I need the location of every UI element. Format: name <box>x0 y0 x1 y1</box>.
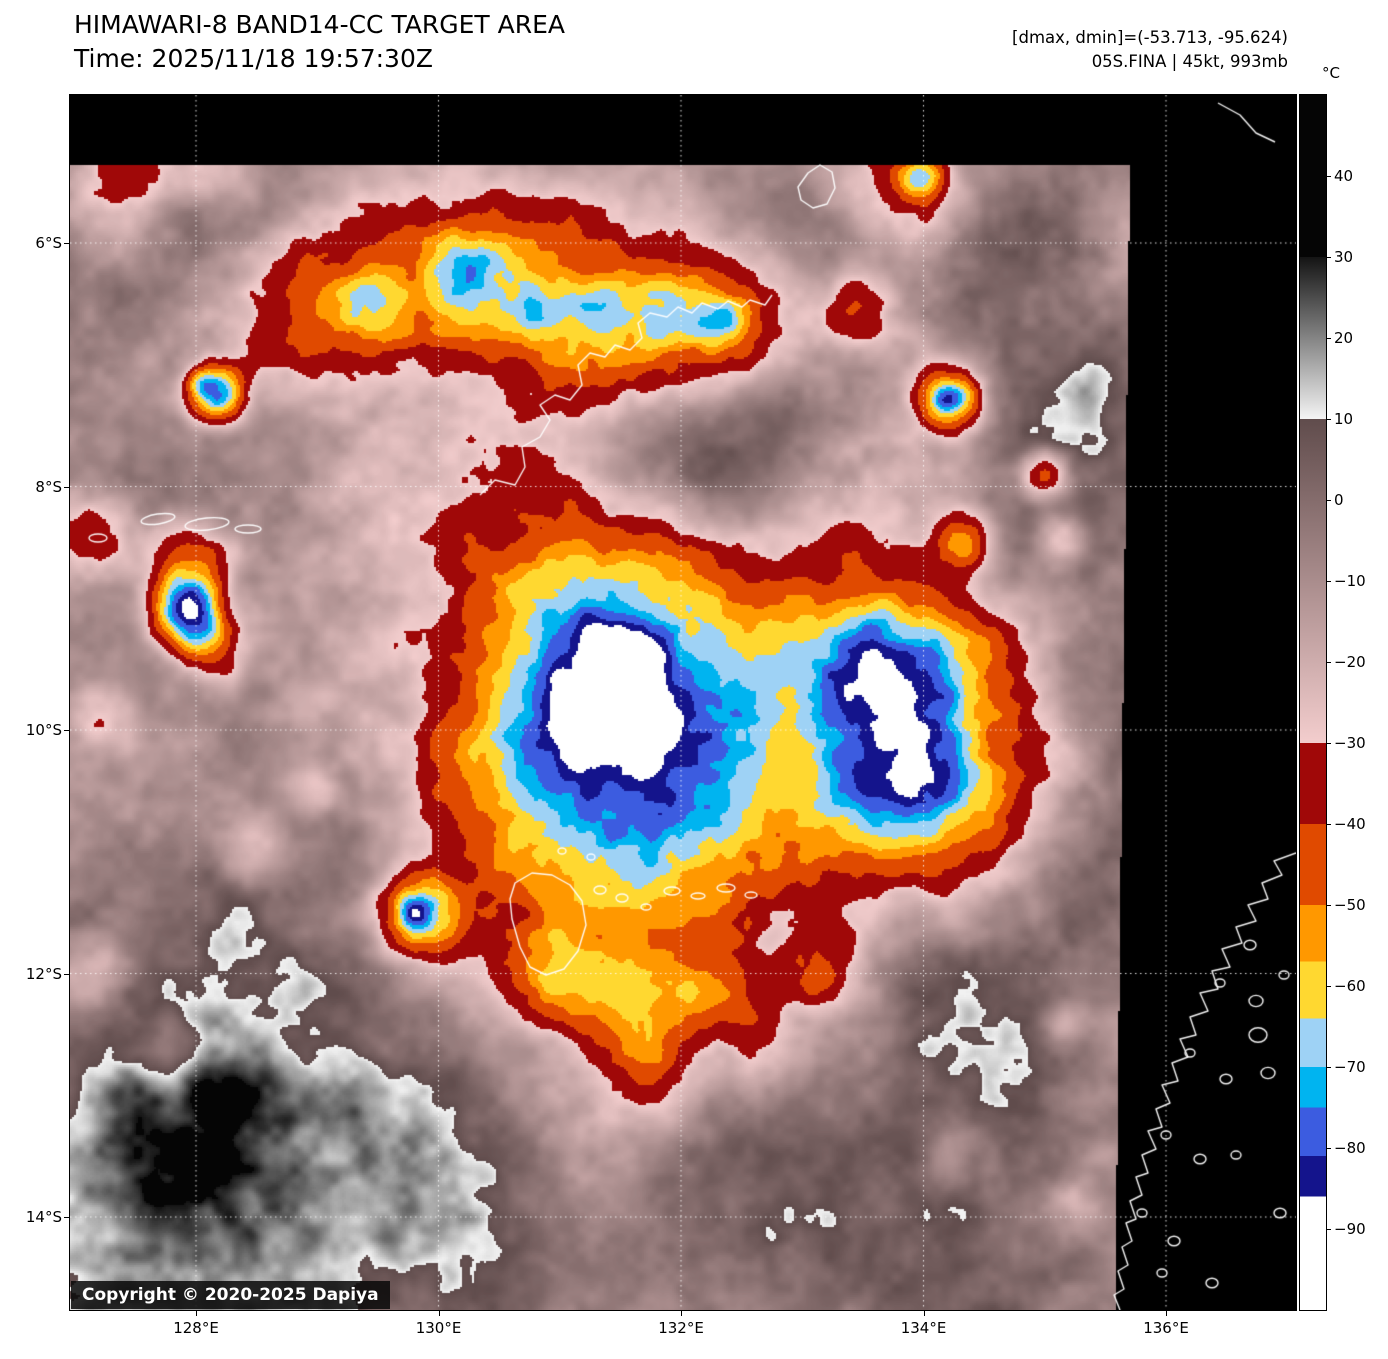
lon-tick-label: 132°E <box>658 1319 704 1337</box>
lon-tick-label: 134°E <box>900 1319 947 1337</box>
lat-tick-label: 8°S <box>35 477 62 496</box>
colorbar-tick-label: −50 <box>1334 896 1366 914</box>
colorbar-tick-label: −30 <box>1334 734 1366 752</box>
colorbar-tick-mark <box>1327 338 1331 339</box>
storm-info: 05S.FINA | 45kt, 993mb <box>1091 51 1288 71</box>
lat-tick-label: 12°S <box>25 964 62 983</box>
colorbar-tick-label: −10 <box>1334 572 1366 590</box>
lon-tick-mark <box>196 1311 197 1316</box>
lon-tick-label: 128°E <box>173 1319 219 1337</box>
lat-tick-mark <box>64 730 69 731</box>
colorbar-tick-mark <box>1327 743 1331 744</box>
colorbar-tick-mark <box>1327 986 1331 987</box>
info-block: [dmax, dmin]=(-53.713, -95.624) 05S.FINA… <box>1012 26 1288 74</box>
colorbar-tick-label: −80 <box>1334 1139 1366 1157</box>
lat-tick-label: 6°S <box>35 234 62 252</box>
colorbar-tick-label: −20 <box>1334 653 1366 671</box>
colorbar-tick-mark <box>1327 1148 1331 1149</box>
lon-tick-mark <box>681 1311 682 1316</box>
colorbar-gradient <box>1300 95 1326 1310</box>
colorbar-tick-mark <box>1327 1067 1331 1068</box>
lat-tick-mark <box>64 973 69 975</box>
colorbar-tick-label: −60 <box>1334 977 1366 995</box>
lon-tick-label: 136°E <box>1143 1319 1189 1337</box>
lat-tick-label: 14°S <box>25 1208 62 1226</box>
colorbar-tick-mark <box>1327 1229 1331 1230</box>
figure-title: HIMAWARI-8 BAND14-CC TARGET AREA <box>74 10 566 39</box>
lat-tick-mark <box>64 243 69 244</box>
copyright-badge: Copyright © 2020-2025 Dapiya <box>71 1281 390 1309</box>
colorbar-tick-mark <box>1327 824 1331 825</box>
colorbar-tick-label: 40 <box>1334 167 1354 185</box>
lat-tick-label: 10°S <box>25 721 62 739</box>
colorbar <box>1299 94 1327 1311</box>
colorbar-tick-label: −70 <box>1334 1058 1366 1076</box>
colorbar-tick-mark <box>1327 581 1331 582</box>
satellite-image-canvas <box>70 95 1296 1310</box>
colorbar-tick-mark <box>1327 905 1331 906</box>
colorbar-tick-label: 30 <box>1334 248 1354 266</box>
lon-tick-label: 130°E <box>415 1319 462 1337</box>
lat-tick-mark <box>64 1217 69 1218</box>
lon-tick-mark <box>923 1311 925 1316</box>
figure-time: Time: 2025/11/18 19:57:30Z <box>74 44 433 73</box>
colorbar-tick-mark <box>1327 500 1331 501</box>
lon-tick-mark <box>438 1311 440 1316</box>
colorbar-tick-mark <box>1327 176 1331 177</box>
colorbar-tick-mark <box>1327 257 1331 258</box>
colorbar-tick-mark <box>1327 419 1331 420</box>
colorbar-tick-mark <box>1327 662 1331 663</box>
colorbar-tick-label: −40 <box>1334 815 1366 833</box>
map-area: Copyright © 2020-2025 Dapiya <box>69 94 1297 1311</box>
colorbar-tick-label: −90 <box>1334 1220 1366 1238</box>
colorbar-tick-label: 20 <box>1334 329 1354 347</box>
lon-tick-mark <box>1166 1311 1167 1316</box>
colorbar-tick-label: 0 <box>1334 491 1344 509</box>
dmax-dmin-readout: [dmax, dmin]=(-53.713, -95.624) <box>1012 28 1288 47</box>
colorbar-tick-label: 10 <box>1334 410 1354 428</box>
lat-tick-mark <box>64 486 69 488</box>
colorbar-unit: °C <box>1322 64 1340 82</box>
